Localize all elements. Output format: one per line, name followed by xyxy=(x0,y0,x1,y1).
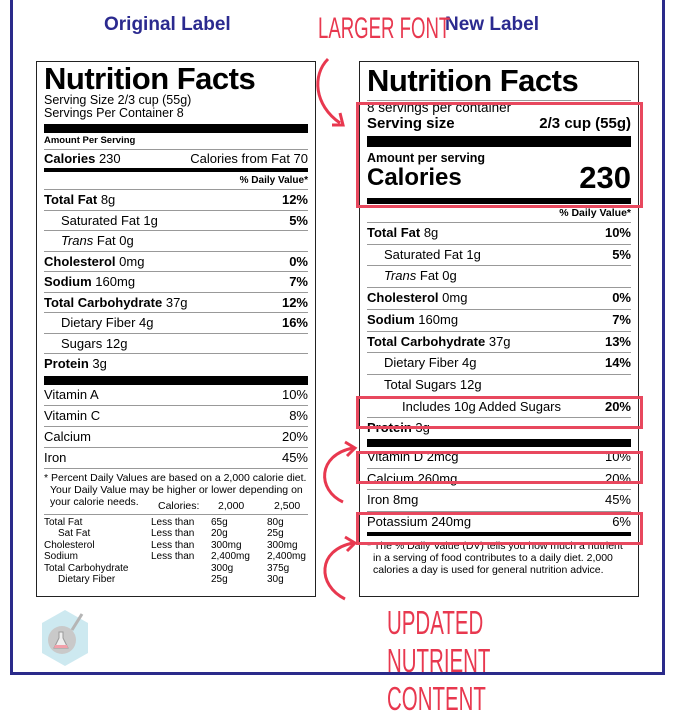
dv-table-row: Total Carbohydrate 300g 375g xyxy=(44,562,290,574)
nutrient-row: Sodium 160mg 7% xyxy=(367,308,631,331)
dv-table-row: Sodium Less than 2,400mg 2,400mg xyxy=(44,551,306,562)
nutrient-row: Total Carbohydrate 37g 12% xyxy=(44,291,308,313)
calories-label: Calories xyxy=(44,151,96,166)
calories-value: 230 xyxy=(98,151,121,166)
highlight-potassium xyxy=(356,512,643,545)
calories-from-fat: Calories from Fat 70 xyxy=(190,151,308,166)
original-footnote: * Percent Daily Values are based on a 2,… xyxy=(44,467,308,512)
new-nutrition-label: Nutrition Facts 8 servings per container… xyxy=(359,61,639,597)
original-amount-per-serving: Amount Per Serving xyxy=(44,135,136,146)
divider xyxy=(367,136,631,147)
nutrient-row: Trans Fat 0g xyxy=(44,230,308,251)
dv-table-row: Sat Fat Less than 20g 25g xyxy=(58,528,284,539)
vitamin-row: Potassium 240mg 6% xyxy=(367,510,631,533)
new-footnote: * The % Daily Value (DV) tells you how m… xyxy=(367,540,623,577)
larger-font-annotation: LARGER FONT xyxy=(318,12,451,45)
nutrient-row: Total Fat 8g 12% xyxy=(44,189,308,210)
new-calories-row: Calories 230 xyxy=(367,160,631,195)
divider xyxy=(44,124,308,133)
new-serving-size-row: Serving size 2/3 cup (55g) xyxy=(367,115,631,132)
nutrient-row: Saturated Fat 1g 5% xyxy=(367,243,631,266)
nutrient-row: Cholesterol 0mg 0% xyxy=(367,287,631,309)
dv-table-row: Cholesterol Less than 300mg 300mg xyxy=(44,539,298,551)
nutrient-row: Total Carbohydrate 37g 13% xyxy=(367,330,631,353)
updated-nutrient-annotation: UPDATED NUTRIENT CONTENT xyxy=(387,604,491,717)
original-nutrition-label: Nutrition Facts Serving Size 2/3 cup (55… xyxy=(36,61,316,597)
divider xyxy=(367,532,631,537)
new-label-heading: New Label xyxy=(445,14,539,35)
original-serving-size: Serving Size 2/3 cup (55g) xyxy=(44,93,192,107)
nutrient-row: Protein 3g xyxy=(44,353,308,374)
curved-arrow-icon xyxy=(323,535,358,601)
new-dv-header: % Daily Value* xyxy=(559,207,631,219)
highlight-vitamin-d xyxy=(356,451,643,484)
curved-arrow-icon xyxy=(323,440,358,504)
original-servings-per-container: Servings Per Container 8 xyxy=(44,106,184,120)
new-title: Nutrition Facts xyxy=(367,63,579,98)
vitamin-row: Vitamin A 10% xyxy=(44,386,308,402)
divider xyxy=(367,198,631,204)
frame-bottom-border xyxy=(10,672,665,675)
nutrient-row: Total Sugars 12g xyxy=(367,373,631,396)
nutrient-row: Trans Fat 0g xyxy=(367,265,631,287)
vitamin-row: Iron 45% xyxy=(44,446,308,468)
nutrient-row: Dietary Fiber 4g 14% xyxy=(367,352,631,374)
nutrient-row: Cholesterol 0mg 0% xyxy=(44,250,308,272)
vitamin-row: Vitamin C 8% xyxy=(44,404,308,426)
original-dv-header: % Daily Value* xyxy=(239,175,308,186)
new-amount-per-serving: Amount per serving xyxy=(367,151,486,165)
curved-arrow-icon xyxy=(316,57,345,127)
nutrient-row: Sodium 160mg 7% xyxy=(44,271,308,292)
dv-table-row: Dietary Fiber 25g 30g xyxy=(58,574,284,585)
nutrient-row: Sugars 12g xyxy=(44,332,308,354)
nutrient-row: Saturated Fat 1g 5% xyxy=(44,209,308,231)
frame-left-border xyxy=(10,0,13,675)
logo-icon xyxy=(42,610,88,666)
vitamin-row: Calcium 20% xyxy=(44,425,308,447)
original-title: Nutrition Facts xyxy=(44,61,256,96)
nutrient-row: Dietary Fiber 4g 16% xyxy=(44,312,308,333)
nutrient-row: Total Fat 8g 10% xyxy=(367,222,631,244)
original-label-heading: Original Label xyxy=(104,14,231,35)
divider xyxy=(367,439,631,448)
frame-right-border xyxy=(662,0,665,675)
highlight-serving-calories xyxy=(356,102,643,208)
highlight-added-sugars xyxy=(356,396,643,429)
divider xyxy=(44,375,308,385)
divider xyxy=(44,168,308,172)
daily-values-table: Total Fat Less than 65g 80g Sat Fat Less tha… xyxy=(44,517,308,586)
original-calories-row: Calories 230 Calories from Fat 70 xyxy=(44,149,308,168)
vitamin-row: Iron 8mg 45% xyxy=(367,489,631,511)
dv-table-row: Total Fat Less than 65g 80g xyxy=(44,516,284,528)
